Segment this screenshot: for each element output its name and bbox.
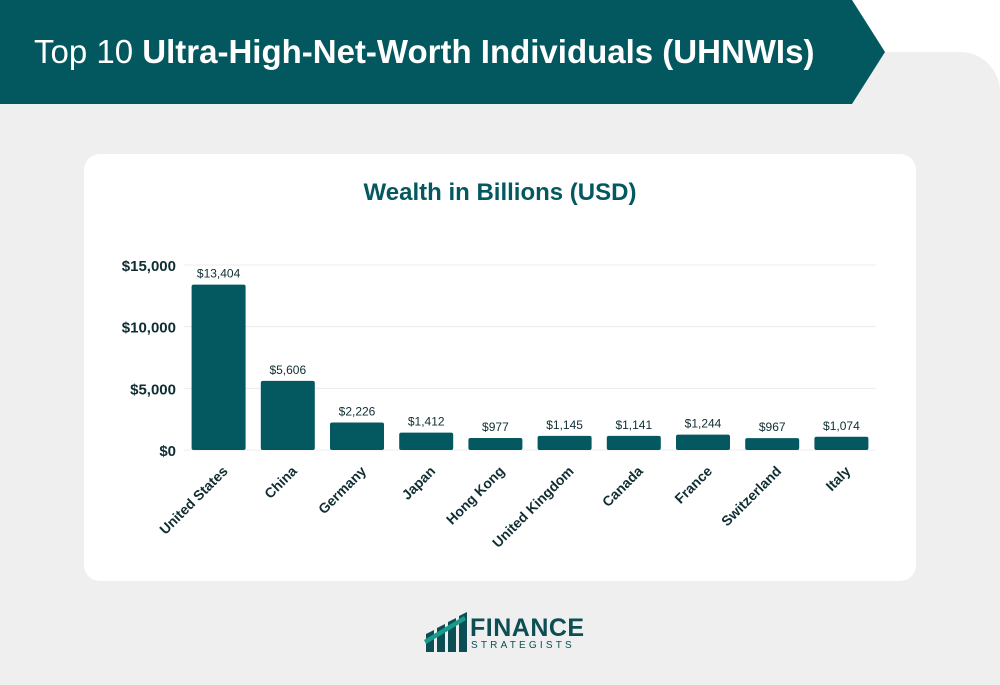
y-axis-ticks: $0 $5,000 $10,000 $15,000	[122, 258, 176, 460]
x-axis-ticks: United States China Germany Japan Hong KongU…	[156, 463, 854, 551]
x-tick-label: Canada	[599, 463, 646, 510]
bar-value-label: $1,145	[546, 418, 583, 432]
chart-title: Wealth in Billions (USD)	[364, 179, 637, 206]
bar-value-label: $1,244	[685, 417, 722, 431]
bar	[676, 434, 730, 450]
bar	[260, 380, 315, 450]
x-tick-label: United States	[156, 463, 231, 538]
bar-value-label: $5,606	[269, 363, 306, 377]
y-tick-label: $10,000	[122, 320, 176, 337]
bar-value-label: $1,141	[615, 418, 652, 432]
x-tick-label: Japan	[398, 463, 438, 503]
logo-name: FINANCE	[470, 614, 585, 642]
x-tick-label: Italy	[822, 463, 853, 494]
bar-value-label: $977	[482, 420, 509, 434]
x-tick-label: Switzerland	[718, 463, 784, 529]
page-title: Top 10 Ultra-High-Net-Worth Individuals …	[34, 28, 814, 76]
bar	[330, 422, 384, 450]
y-tick-label: $5,000	[130, 381, 176, 398]
x-tick-label: China	[261, 463, 300, 502]
bar	[745, 438, 800, 450]
y-tick-label: $15,000	[122, 258, 176, 275]
value-labels: $13,404 $5,606 $2,226 $1,412 $977 $1,145 $1,14…	[197, 267, 860, 434]
bar	[814, 436, 869, 450]
bar	[606, 435, 661, 450]
bar	[468, 437, 523, 450]
bar-value-label: $13,404	[197, 267, 241, 281]
bar-value-label: $1,412	[408, 415, 445, 429]
title-regular: Top 10	[34, 33, 134, 70]
x-tick-label: Germany	[315, 463, 369, 517]
bar-chart: Wealth in Billions (USD) $0 $5,000 $10,000…	[122, 179, 876, 551]
bar	[537, 435, 592, 450]
title-bold: Ultra-High-Net-Worth Individuals (UHNWIs…	[142, 33, 815, 70]
bar	[399, 432, 454, 450]
x-tick-label: Hong Kong	[443, 463, 508, 528]
y-tick-label: $0	[159, 443, 176, 460]
bar-value-label: $967	[759, 420, 786, 434]
chart-card: Wealth in Billions (USD) $0 $5,000 $10,000…	[84, 154, 916, 581]
header-banner: Top 10 Ultra-High-Net-Worth Individuals …	[0, 0, 885, 104]
x-tick-label: France	[671, 463, 715, 507]
bar-value-label: $2,226	[339, 405, 376, 419]
rising-bars-logo-icon	[424, 612, 467, 652]
logo-tagline: STRATEGISTS	[471, 640, 575, 651]
bar-value-label: $1,074	[823, 419, 860, 433]
bar	[191, 284, 246, 450]
finance-strategists-logo: FINANCE STRATEGISTS	[424, 610, 584, 656]
bars	[191, 284, 869, 450]
